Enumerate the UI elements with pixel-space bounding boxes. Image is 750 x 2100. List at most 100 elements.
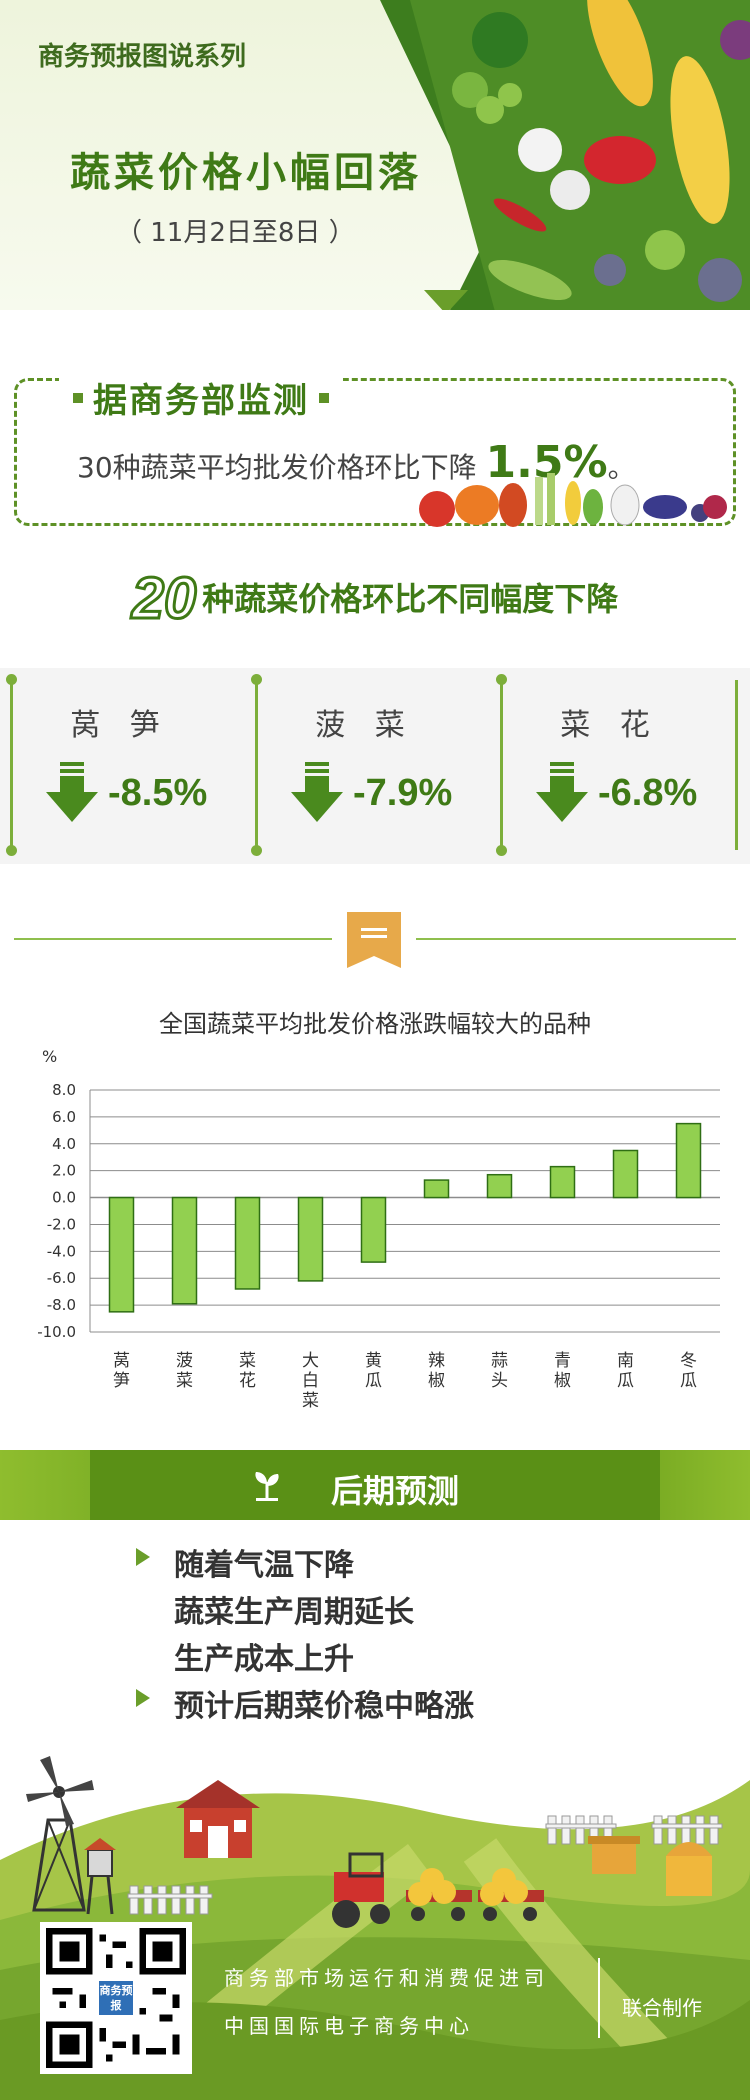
monitor-box: 据商务部监测 30种蔬菜平均批发价格环比下降 1.5%。 bbox=[14, 373, 736, 527]
x-tick-label: 头 bbox=[491, 1371, 508, 1391]
footer-separator bbox=[598, 1958, 600, 2038]
card-change-value: -6.8% bbox=[598, 772, 698, 814]
monitor-panel: 据商务部监测 30种蔬菜平均批发价格环比下降 1.5%。 bbox=[0, 370, 750, 530]
price-change-chart: 全国蔬菜平均批发价格涨跌幅较大的品种 % 8.0 6.0 4.0 2.0 0.0 -2.0… bbox=[0, 990, 750, 1430]
series-label: 商务预报图说系列 bbox=[38, 42, 247, 72]
x-tick-label: 菠 bbox=[176, 1351, 193, 1371]
card-change-value: -7.9% bbox=[353, 772, 453, 814]
windmill-icon bbox=[26, 1756, 94, 1912]
bullet-triangle-icon bbox=[136, 1689, 150, 1707]
chart-bars bbox=[108, 1122, 702, 1313]
x-tick-label: 青 bbox=[554, 1351, 571, 1371]
card-divider bbox=[251, 674, 262, 856]
bar-冬瓜 bbox=[675, 1122, 702, 1199]
forecast-item-text: 随着气温下降 bbox=[174, 1548, 354, 1583]
bar-黄瓜 bbox=[360, 1196, 387, 1263]
x-tick-label: 瓜 bbox=[365, 1371, 382, 1391]
y-tick-label: 2.0 bbox=[52, 1162, 76, 1180]
card-vegetable-name: 菜 花 bbox=[560, 708, 660, 743]
footer-credits: 商务部市场运行和消费促进司 中国国际电子商务中心 联合制作 bbox=[0, 1950, 750, 2100]
bar-辣椒 bbox=[423, 1179, 450, 1199]
y-tick-labels: 8.0 6.0 4.0 2.0 0.0 -2.0 -4.0 -6.0 -8.0 -10.0 bbox=[37, 1081, 76, 1341]
price-card-lettuce: 莴 笋 -8.5% bbox=[0, 668, 240, 864]
monitor-label-wrap: 据商务部监测 bbox=[59, 373, 343, 422]
header-banner: 商务预报图说系列 蔬菜价格小幅回落 （ 11月2日至8日 ） bbox=[0, 0, 750, 310]
down-pointer-icon bbox=[424, 290, 468, 310]
card-vegetable-name: 菠 菜 bbox=[315, 708, 415, 743]
price-card-cauliflower: 菜 花 -6.8% bbox=[490, 668, 730, 864]
x-tick-label: 笋 bbox=[113, 1371, 130, 1391]
divider-line-right bbox=[416, 938, 736, 940]
x-tick-label: 椒 bbox=[428, 1371, 445, 1391]
x-tick-label: 冬 bbox=[680, 1351, 697, 1371]
y-tick-label: 0.0 bbox=[52, 1189, 76, 1207]
chart-canvas: % 8.0 6.0 4.0 2.0 0.0 -2.0 -4.0 -6.0 -8.0 -10.0 莴… bbox=[37, 1047, 720, 1411]
x-tick-label: 黄 bbox=[365, 1351, 382, 1371]
monitor-sentence: 30种蔬菜平均批发价格环比下降 1.5%。 bbox=[77, 437, 636, 488]
page-title: 蔬菜价格小幅回落 bbox=[70, 150, 422, 196]
forecast-title: 后期预测 bbox=[330, 1472, 459, 1510]
x-tick-label: 花 bbox=[239, 1371, 256, 1391]
summary-number: 20 bbox=[130, 565, 197, 633]
chart-title: 全国蔬菜平均批发价格涨跌幅较大的品种 bbox=[159, 1010, 591, 1038]
price-card-spinach: 菠 菜 -7.9% bbox=[245, 668, 485, 864]
x-tick-label: 白 bbox=[302, 1371, 319, 1391]
x-tick-label: 莴 bbox=[113, 1351, 130, 1371]
y-tick-label: 4.0 bbox=[52, 1135, 76, 1153]
down-arrow-icon bbox=[291, 762, 343, 822]
y-tick-label: -10.0 bbox=[37, 1323, 76, 1341]
divider-line-left bbox=[14, 938, 332, 940]
square-bullet-icon bbox=[73, 392, 83, 403]
x-tick-label: 大 bbox=[302, 1351, 319, 1371]
y-tick-label: -8.0 bbox=[47, 1296, 76, 1314]
forecast-item-text: 蔬菜生产周期延长 bbox=[174, 1595, 414, 1630]
bar-菠菜 bbox=[171, 1196, 198, 1305]
y-tick-label: -6.0 bbox=[47, 1269, 76, 1287]
beehive-icon bbox=[588, 1836, 712, 1896]
down-arrow-icon bbox=[536, 762, 588, 822]
y-tick-label: 8.0 bbox=[52, 1081, 76, 1099]
qr-logo: 商务预报 bbox=[96, 1978, 136, 2018]
vegetable-strip-illustration bbox=[419, 473, 727, 527]
forecast-item: 蔬菜生产周期延长 bbox=[174, 1587, 414, 1631]
tractor-icon bbox=[332, 1852, 390, 1928]
document-badge-icon bbox=[347, 912, 401, 968]
x-tick-label: 辣 bbox=[428, 1351, 445, 1371]
summary-text: 种蔬菜价格环比不同幅度下降 bbox=[202, 580, 619, 618]
footer-org-1: 商务部市场运行和消费促进司 bbox=[224, 1966, 549, 1990]
y-tick-label: 6.0 bbox=[52, 1108, 76, 1126]
x-tick-label: 菜 bbox=[302, 1391, 319, 1411]
forecast-item: 预计后期菜价稳中略涨 bbox=[136, 1681, 474, 1725]
y-tick-label: -2.0 bbox=[47, 1215, 76, 1233]
x-tick-label: 南 bbox=[617, 1351, 634, 1371]
card-edge bbox=[725, 668, 750, 864]
section-divider bbox=[0, 910, 750, 970]
card-divider bbox=[496, 674, 507, 856]
forecast-item: 随着气温下降 bbox=[136, 1540, 354, 1584]
footer-joint-label: 联合制作 bbox=[622, 1996, 702, 2020]
x-tick-label: 菜 bbox=[239, 1351, 256, 1371]
footer-org-2: 中国国际电子商务中心 bbox=[224, 2014, 474, 2038]
monitor-sentence-text: 30种蔬菜平均批发价格环比下降 bbox=[77, 451, 477, 484]
x-tick-label: 瓜 bbox=[680, 1371, 697, 1391]
bar-莴笋 bbox=[108, 1196, 135, 1313]
qr-code[interactable]: 商务预报 bbox=[40, 1922, 192, 2074]
forecast-header: 后期预测 bbox=[0, 1450, 750, 1520]
summary-line: 20 种蔬菜价格环比不同幅度下降 bbox=[0, 565, 750, 635]
forecast-item: 生产成本上升 bbox=[174, 1634, 354, 1678]
sprout-icon bbox=[255, 1472, 279, 1501]
monitor-suffix: 。 bbox=[607, 451, 636, 484]
bullet-triangle-icon bbox=[136, 1548, 150, 1566]
x-tick-label: 瓜 bbox=[617, 1371, 634, 1391]
bar-蒜头 bbox=[486, 1173, 513, 1199]
forecast-item-text: 预计后期菜价稳中略涨 bbox=[174, 1689, 474, 1724]
card-change-value: -8.5% bbox=[108, 772, 208, 814]
bar-大白菜 bbox=[297, 1196, 324, 1282]
bar-青椒 bbox=[549, 1165, 576, 1199]
monitor-percent: 1.5% bbox=[485, 437, 608, 488]
card-divider bbox=[735, 680, 738, 850]
forecast-item-text: 生产成本上升 bbox=[174, 1642, 354, 1677]
card-vegetable-name: 莴 笋 bbox=[70, 708, 170, 743]
forecast-list: 随着气温下降 蔬菜生产周期延长 生产成本上升 预计后期菜价稳中略涨 bbox=[0, 1540, 750, 1740]
